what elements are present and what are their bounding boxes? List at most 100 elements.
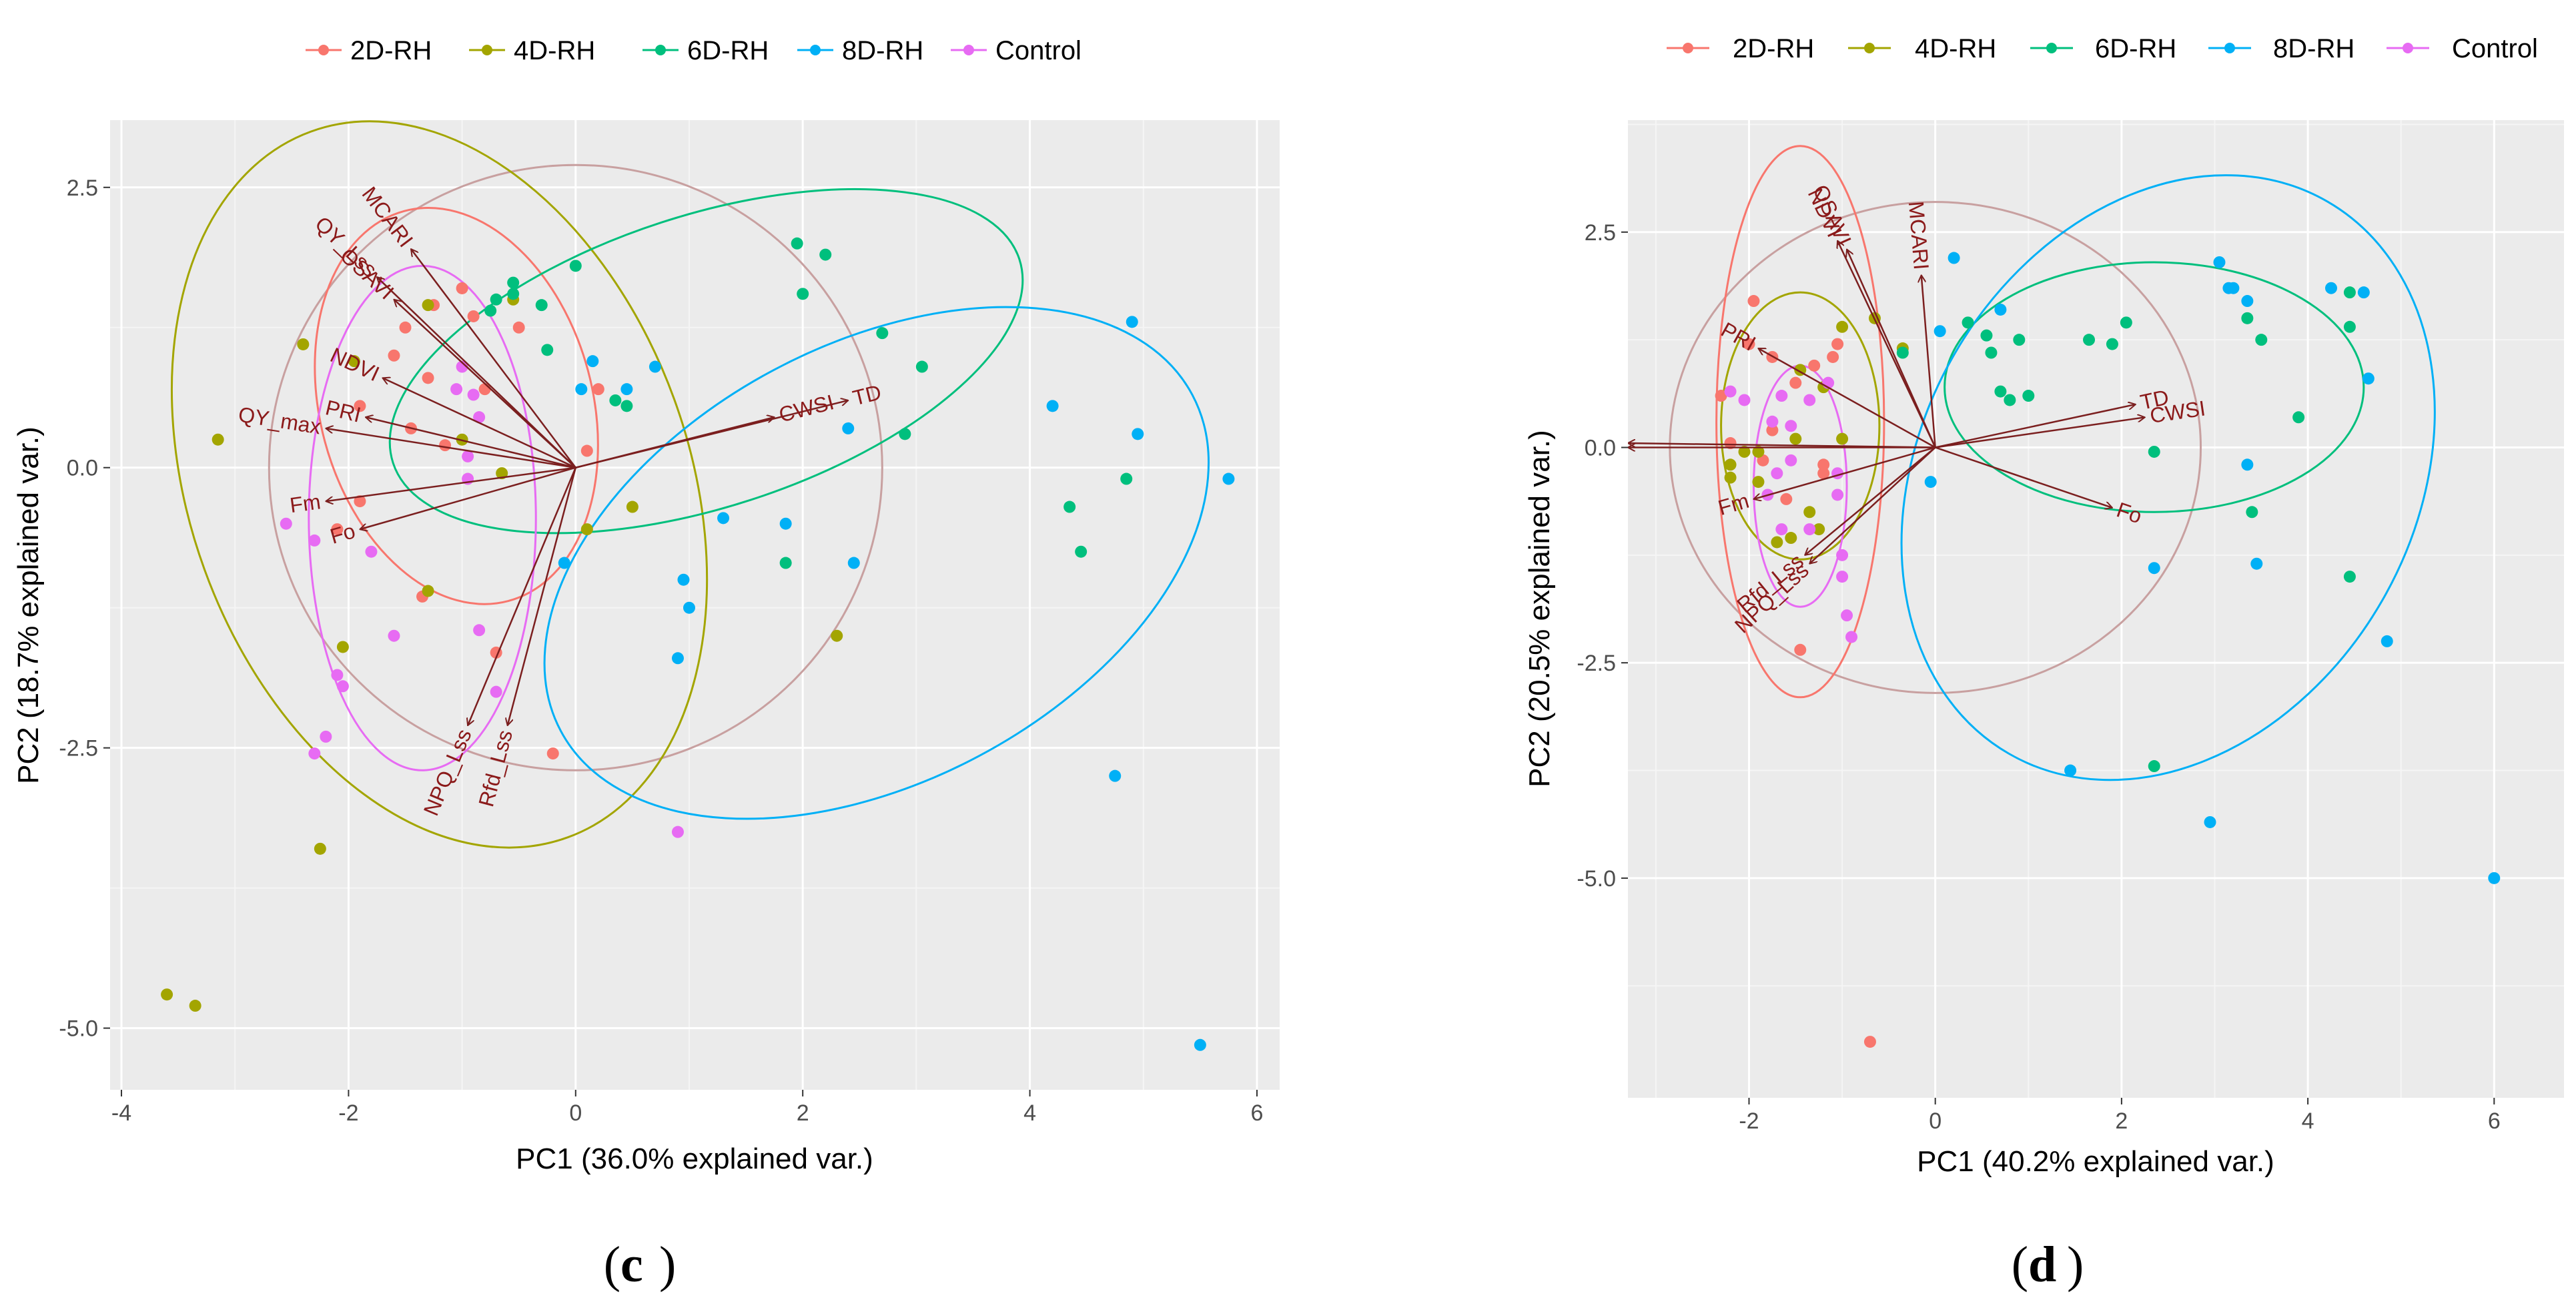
y-axis-ticks-c: -5.0 -2.5 0.0 2.5 — [59, 176, 110, 1042]
point-8d-rh — [1109, 769, 1122, 782]
point-2d-rh — [399, 321, 412, 334]
x-tick-label: 2 — [797, 1100, 809, 1126]
ellipse-8d-rh — [1900, 174, 2436, 781]
point-8d-rh — [2357, 286, 2370, 299]
point-2d-rh — [354, 495, 366, 508]
legend-c: 2D-RH 4D-RH 6D-RH 8D-RH Control — [306, 36, 1082, 65]
legend-c-item-8d: 8D-RH — [797, 36, 923, 65]
point-6d-rh — [2246, 506, 2258, 519]
loading-arrow — [1753, 446, 1936, 499]
loading-arrow — [411, 249, 576, 468]
y-tick-label: 0.0 — [67, 456, 98, 481]
point-6d-rh — [2083, 334, 2096, 346]
point-control — [1724, 385, 1737, 398]
point-4d-rh — [1724, 471, 1737, 484]
point-control — [1836, 571, 1849, 583]
point-8d-rh — [1132, 428, 1144, 440]
point-8d-rh — [671, 652, 684, 665]
point-control — [1775, 390, 1788, 402]
point-2d-rh — [1817, 458, 1830, 471]
y-axis-title-c: PC2 (18.7% explained var.) — [12, 426, 45, 784]
point-2d-rh — [512, 321, 525, 334]
point-4d-rh — [1724, 458, 1737, 471]
point-6d-rh — [569, 260, 582, 272]
ellipse-control — [308, 264, 537, 771]
point-4d-rh — [314, 842, 326, 855]
y-tick-label: 2.5 — [1585, 220, 1616, 246]
point-4d-rh — [189, 1000, 201, 1012]
y-axis-ticks-d: -5.0 -2.5 0.0 2.5 — [1577, 220, 1628, 892]
legend-d-item-6d: 6D-RH — [2030, 34, 2176, 63]
point-control — [456, 360, 468, 373]
loading-arrow — [382, 378, 576, 468]
loading-arrow — [394, 300, 576, 468]
point-8d-rh — [2241, 458, 2254, 471]
point-2d-rh — [439, 439, 452, 452]
point-8d-rh — [1126, 316, 1138, 328]
point-8d-rh — [2204, 816, 2216, 828]
legend-d-label-4d: 4D-RH — [1915, 34, 1996, 63]
point-4d-rh — [1771, 536, 1783, 549]
point-2d-rh — [1817, 467, 1830, 480]
point-8d-rh — [677, 573, 690, 586]
legend-c-item-control: Control — [951, 36, 1082, 65]
point-6d-rh — [2148, 445, 2160, 458]
point-8d-rh — [717, 512, 730, 525]
svg-text:(: ( — [2012, 1237, 2028, 1293]
point-8d-rh — [1194, 1038, 1206, 1051]
x-tick-label: 0 — [569, 1100, 582, 1126]
legend-d-item-4d: 4D-RH — [1848, 34, 1996, 63]
point-8d-rh — [2362, 372, 2375, 385]
svg-text:): ) — [659, 1237, 676, 1293]
point-6d-rh — [2292, 411, 2305, 424]
legend-c-item-6d: 6D-RH — [642, 36, 769, 65]
point-control — [1766, 415, 1779, 428]
point-2d-rh — [1794, 643, 1807, 656]
point-6d-rh — [1063, 501, 1076, 513]
arrow-label: TD — [2138, 385, 2171, 414]
point-8d-rh — [1046, 400, 1059, 412]
scatter-points-c — [161, 237, 1235, 1051]
point-8d-rh — [2227, 282, 2240, 294]
legend-key-dot — [963, 45, 974, 55]
loading-arrow — [1921, 275, 1936, 448]
loading-arrow — [1758, 347, 1936, 448]
point-6d-rh — [484, 304, 497, 317]
x-axis-ticks-c: -4 -2 0 2 4 6 — [111, 1090, 1264, 1126]
legend-c-item-4d: 4D-RH — [469, 36, 595, 65]
legend-key-dot — [2403, 43, 2413, 53]
point-2d-rh — [1831, 338, 1844, 350]
point-control — [450, 383, 463, 396]
point-4d-rh — [211, 433, 224, 446]
point-control — [331, 669, 344, 681]
point-8d-rh — [1994, 303, 2007, 316]
point-control — [308, 534, 321, 547]
point-8d-rh — [649, 360, 661, 373]
legend-c-label-4d: 4D-RH — [514, 36, 595, 65]
point-6d-rh — [876, 327, 889, 340]
legend-d-label-control: Control — [2452, 34, 2538, 63]
x-tick-label: 6 — [1251, 1100, 1264, 1126]
point-6d-rh — [507, 288, 520, 300]
point-control — [320, 730, 332, 743]
point-4d-rh — [1785, 532, 1797, 545]
caption-d: d — [2028, 1237, 2056, 1293]
point-4d-rh — [348, 355, 360, 368]
ellipse-4d-rh — [1720, 291, 1881, 561]
point-2d-rh — [388, 349, 400, 362]
point-8d-rh — [2148, 562, 2160, 575]
point-6d-rh — [2343, 320, 2356, 333]
point-4d-rh — [1752, 445, 1765, 458]
point-2d-rh — [422, 372, 434, 384]
legend-d-item-control: Control — [2387, 34, 2538, 63]
point-8d-rh — [847, 557, 860, 569]
y-axis-title-d: PC2 (20.5% explained var.) — [1523, 430, 1556, 787]
point-2d-rh — [1715, 390, 1727, 402]
point-8d-rh — [575, 383, 588, 396]
point-8d-rh — [1948, 252, 1960, 264]
legend-key-dot — [655, 45, 666, 55]
point-2d-rh — [354, 400, 366, 412]
point-2d-rh — [1863, 1036, 1876, 1048]
point-4d-rh — [1803, 506, 1816, 519]
